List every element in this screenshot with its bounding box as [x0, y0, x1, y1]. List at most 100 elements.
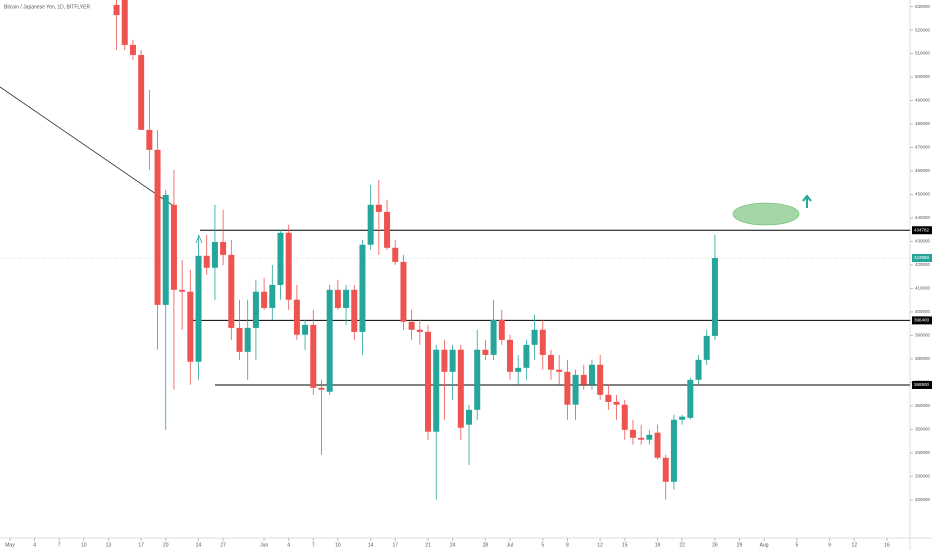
- candle-body: [523, 344, 530, 368]
- candle-body: [507, 339, 513, 372]
- x-tick-label: 24: [450, 542, 456, 548]
- candle-body: [121, 0, 128, 45]
- y-tick-label: 480000: [915, 121, 931, 126]
- candle-body: [334, 289, 341, 308]
- target-ellipse: [732, 202, 800, 226]
- candle-body: [384, 211, 391, 248]
- candle-body: [425, 331, 432, 432]
- x-tick-label: 26: [712, 542, 718, 548]
- y-tick-label: 390000: [915, 333, 931, 338]
- candle-body: [449, 349, 456, 372]
- candle-body: [556, 369, 563, 372]
- candle-body: [269, 284, 276, 308]
- candle-body: [187, 291, 194, 362]
- candle-body: [252, 291, 259, 328]
- candle-body: [228, 254, 235, 328]
- y-tick-label: 490000: [915, 98, 931, 103]
- chart-title: Bitcoin / Japanese Yen, 1D, BITFLYER: [4, 4, 90, 10]
- x-tick-label: 17: [392, 542, 398, 548]
- x-tick-label: May: [5, 542, 15, 548]
- x-tick-label: 5: [541, 542, 544, 548]
- candle-body: [392, 247, 399, 262]
- candle-body: [220, 241, 227, 255]
- level-label: 434782: [914, 227, 930, 232]
- candle-body: [146, 129, 153, 150]
- candle-body: [261, 291, 268, 308]
- candle-body: [138, 54, 145, 130]
- x-tick-label: 10: [81, 542, 87, 548]
- candle-body: [310, 324, 317, 388]
- candle-body: [154, 149, 161, 305]
- candle-body: [679, 416, 686, 420]
- candle-body: [113, 4, 120, 16]
- candle-body: [547, 354, 554, 370]
- y-tick-label: 450000: [915, 192, 931, 197]
- y-tick-label: 340000: [915, 450, 931, 455]
- candle-body: [613, 401, 620, 405]
- y-tick-label: 350000: [915, 427, 931, 432]
- y-tick-label: 440000: [915, 215, 931, 220]
- x-tick-label: 7: [58, 542, 61, 548]
- candle-body: [416, 329, 423, 332]
- candle-body: [646, 434, 653, 440]
- candle-body: [597, 364, 604, 395]
- candle-body: [367, 204, 374, 245]
- x-tick-label: 29: [737, 542, 743, 548]
- candle-body: [400, 261, 407, 322]
- y-tick-label: 330000: [915, 474, 931, 479]
- x-tick-label: 16: [884, 542, 890, 548]
- level-tag: [912, 316, 932, 325]
- x-tick-label: Jul: [507, 542, 513, 548]
- candle-body: [638, 437, 645, 440]
- candle-body: [244, 327, 251, 352]
- candle-body: [482, 349, 489, 355]
- candle-body: [572, 374, 579, 405]
- y-tick-label: 430000: [915, 239, 931, 244]
- x-tick-label: 12: [851, 542, 857, 548]
- x-tick-label: 7: [312, 542, 315, 548]
- candle-body: [654, 432, 661, 458]
- candle-body: [580, 374, 587, 385]
- candle-body: [326, 289, 333, 392]
- x-tick-label: 4: [33, 542, 36, 548]
- candle-body: [539, 329, 546, 355]
- candle-body: [343, 289, 350, 308]
- y-tick-label: 500000: [915, 74, 931, 79]
- x-tick-label: 28: [483, 542, 489, 548]
- y-tick-label: 380000: [915, 356, 931, 361]
- x-tick-label: 20: [163, 542, 169, 548]
- x-tick-label: 24: [196, 542, 202, 548]
- candle-body: [408, 321, 415, 330]
- candle-body: [351, 289, 358, 332]
- candle-body: [662, 457, 669, 482]
- candle-body: [211, 241, 218, 268]
- candle-body: [318, 387, 325, 390]
- candle-body: [129, 44, 136, 55]
- x-tick-label: 8: [566, 542, 569, 548]
- small-arrow: [195, 234, 203, 244]
- x-tick-label: Jun: [260, 542, 268, 548]
- candle-body: [687, 379, 694, 418]
- candle-body: [564, 371, 571, 405]
- x-tick-label: 21: [425, 542, 431, 548]
- x-tick-label: 10: [335, 542, 341, 548]
- candle-body: [195, 255, 202, 362]
- candle-body: [703, 335, 710, 360]
- up-arrow: [802, 194, 812, 208]
- y-tick-label: 460000: [915, 168, 931, 173]
- y-tick-label: 360000: [915, 403, 931, 408]
- candle-body: [474, 349, 481, 410]
- x-tick-label: 5: [795, 542, 798, 548]
- x-tick-label: 4: [287, 542, 290, 548]
- candle-body: [466, 409, 473, 425]
- candle-body: [605, 394, 612, 402]
- y-tick-label: 510000: [915, 51, 931, 56]
- candle-body: [236, 327, 243, 352]
- x-tick-label: 13: [106, 542, 112, 548]
- x-tick-label: 12: [597, 542, 603, 548]
- y-tick-label: 470000: [915, 145, 931, 150]
- candle-body: [277, 232, 284, 285]
- level-tag: [912, 380, 932, 389]
- y-tick-label: 410000: [915, 286, 931, 291]
